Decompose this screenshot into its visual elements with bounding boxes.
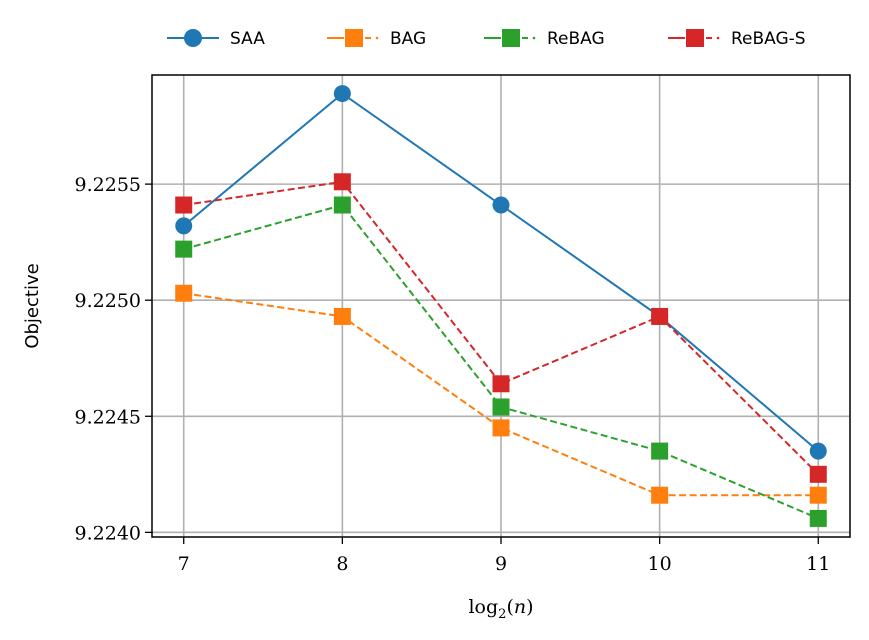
legend-item-bag: BAG: [327, 29, 426, 49]
legend: SAA BAG ReBAG ReBAG-S: [167, 29, 806, 49]
legend-dot: [716, 36, 720, 40]
series-rebag: [175, 196, 827, 527]
legend-label: BAG: [390, 29, 426, 49]
legend-marker: [686, 29, 704, 47]
rebag-s-point: [175, 196, 193, 214]
series-rebag-s: [175, 173, 827, 483]
x-tick-label: 11: [806, 553, 830, 575]
saa-point: [492, 196, 510, 214]
rebag-s-line: [183, 180, 819, 476]
legend-marker: [184, 29, 202, 47]
rebag-point: [333, 196, 351, 214]
bag-point: [333, 307, 351, 325]
saa-point: [175, 217, 193, 235]
bag-line: [183, 292, 819, 497]
bag-point: [175, 284, 193, 302]
rebag-s-point: [333, 173, 351, 191]
grid: [152, 75, 850, 537]
x-tick-label: 9: [495, 553, 507, 575]
rebag-s-point: [809, 465, 827, 483]
rebag-s-point: [492, 375, 510, 393]
series-lines: [175, 85, 827, 527]
rebag-point: [492, 398, 510, 416]
rebag-point: [651, 442, 669, 460]
x-axis: 7 8 9 10 11: [178, 537, 830, 575]
legend-dot: [532, 36, 536, 40]
bag-point: [492, 419, 510, 437]
saa-point: [809, 442, 827, 460]
y-axis-label: Objective: [22, 263, 43, 348]
bag-point: [651, 486, 669, 504]
x-tick-label: 7: [178, 553, 190, 575]
bag-point: [809, 486, 827, 504]
legend-dot: [375, 36, 379, 40]
rebag-point: [175, 240, 193, 258]
x-tick-label: 8: [336, 553, 348, 575]
rebag-point: [809, 509, 827, 527]
series-bag: [175, 284, 827, 504]
legend-item-rebag-s: ReBAG-S: [668, 29, 806, 49]
x-tick-label: 10: [648, 553, 672, 575]
legend-marker: [502, 29, 520, 47]
legend-item-saa: SAA: [167, 29, 265, 49]
legend-marker: [345, 29, 363, 47]
y-tick-label: 9.2250: [75, 290, 141, 312]
y-tick-label: 9.2245: [75, 406, 141, 428]
legend-item-rebag: ReBAG: [484, 29, 605, 49]
y-tick-label: 9.2255: [75, 174, 141, 196]
y-tick-label: 9.2240: [75, 522, 141, 544]
rebag-s-point: [651, 307, 669, 325]
x-axis-label: log2(n): [468, 596, 533, 622]
legend-label: ReBAG-S: [731, 29, 806, 49]
saa-point: [333, 85, 351, 103]
legend-label: ReBAG: [547, 29, 605, 49]
y-axis: 9.2240 9.2245 9.2250 9.2255: [75, 174, 152, 544]
legend-label: SAA: [230, 29, 265, 49]
